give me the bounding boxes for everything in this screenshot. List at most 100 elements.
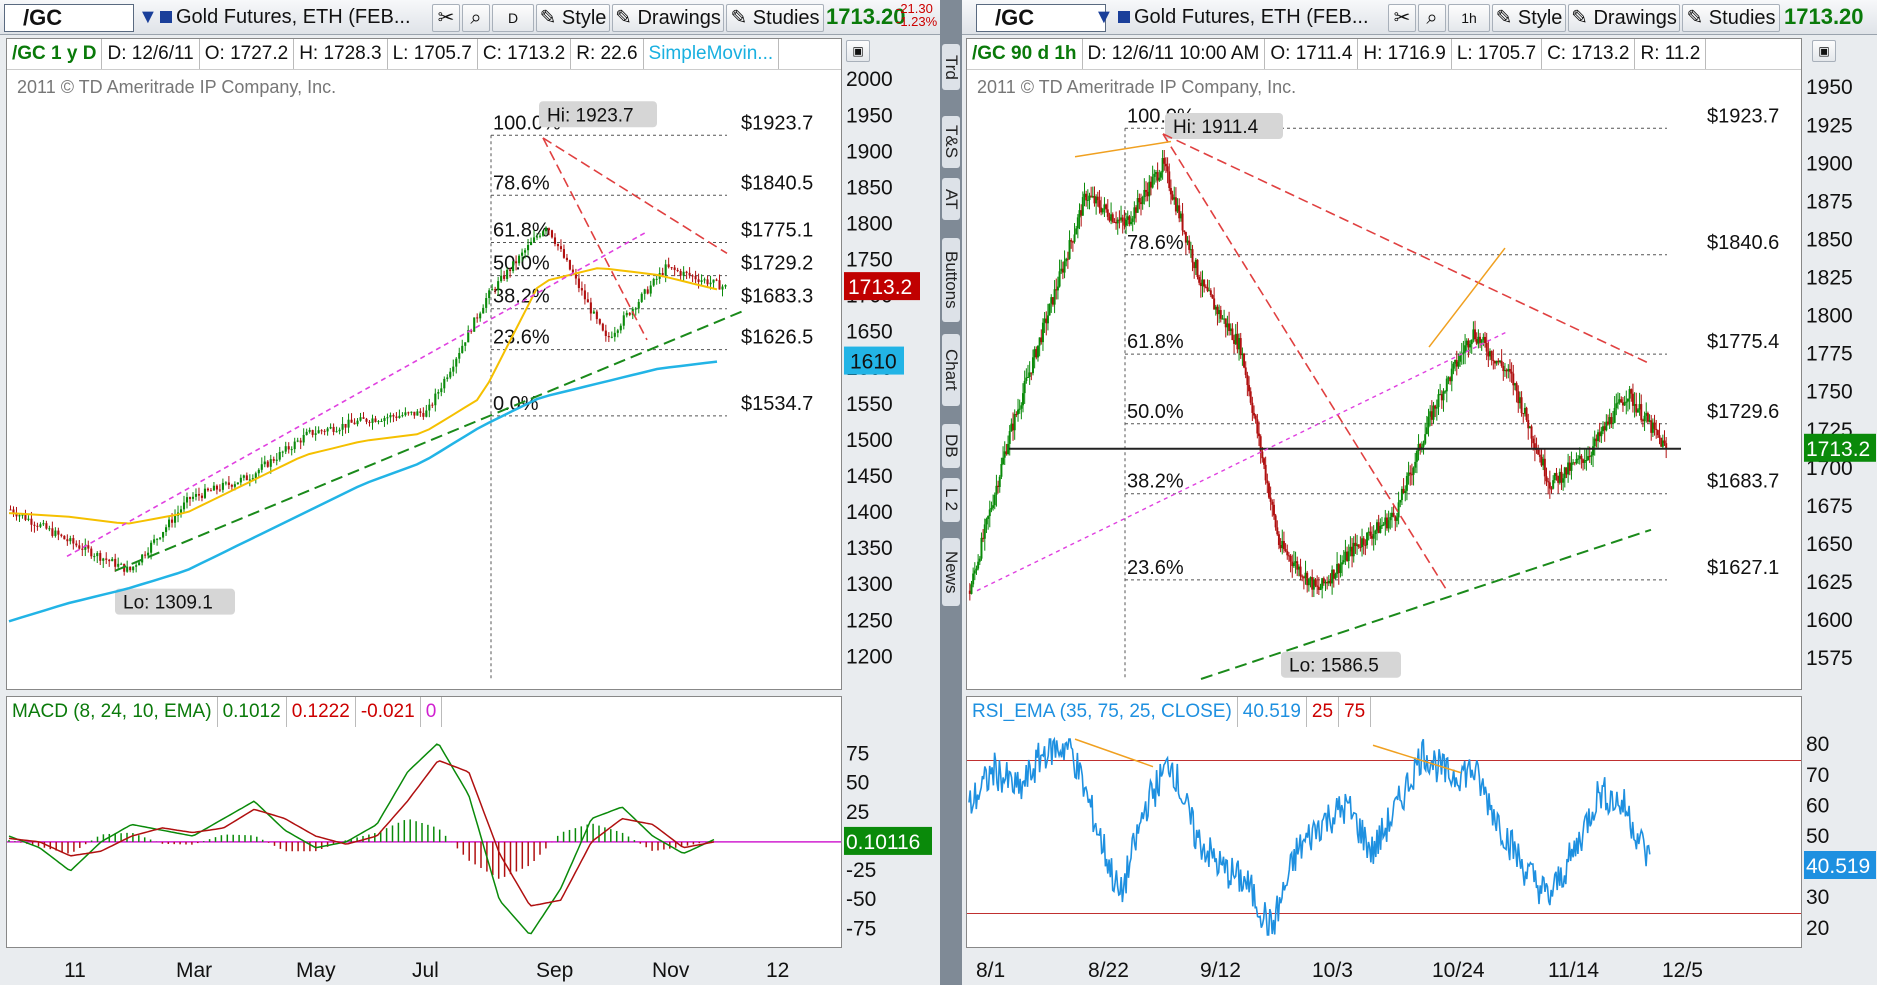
candle-body bbox=[1246, 374, 1249, 386]
candle-body bbox=[63, 535, 66, 540]
link-icon[interactable]: ✂ bbox=[432, 4, 460, 32]
fib-price-label: $1729.2 bbox=[741, 253, 813, 275]
y-tick-label: 1800 bbox=[1806, 305, 1853, 328]
candle-body bbox=[159, 537, 162, 539]
candle-body bbox=[1357, 544, 1360, 547]
tab-db[interactable]: DB bbox=[942, 424, 961, 468]
candle-body bbox=[1538, 454, 1541, 457]
link-icon[interactable]: ✂ bbox=[1388, 4, 1416, 32]
candle-body bbox=[1570, 462, 1573, 471]
channel-line bbox=[976, 331, 1508, 592]
candle-body bbox=[84, 545, 87, 550]
candle-body bbox=[509, 269, 512, 272]
macd-signal-line bbox=[8, 760, 715, 907]
candle-body bbox=[1081, 197, 1084, 216]
candle-body bbox=[209, 490, 212, 492]
candle-body bbox=[1548, 482, 1551, 489]
candle-body bbox=[1149, 181, 1152, 188]
pin-icon[interactable]: ⌕ bbox=[1418, 4, 1446, 32]
y-tick-label: 1925 bbox=[1806, 114, 1853, 137]
candle-body bbox=[993, 494, 996, 506]
drawings-button[interactable]: ✎ Drawings bbox=[612, 4, 724, 32]
candle-body bbox=[676, 269, 679, 272]
candle-body bbox=[1580, 455, 1583, 460]
candle-body bbox=[443, 378, 446, 389]
candle-body bbox=[1425, 427, 1428, 435]
candle-body bbox=[1041, 322, 1044, 343]
candle-body bbox=[655, 278, 658, 280]
tab-chart[interactable]: Chart bbox=[942, 334, 961, 406]
candle-body bbox=[194, 494, 198, 497]
x-tick-label: 11 bbox=[64, 959, 86, 982]
candle-body bbox=[60, 534, 63, 536]
candle-body bbox=[1588, 456, 1591, 458]
candle-body bbox=[144, 554, 147, 556]
style-button[interactable]: ✎ Style bbox=[1492, 4, 1566, 32]
studies-button[interactable]: ✎ Studies bbox=[1682, 4, 1780, 32]
candle-body bbox=[1651, 422, 1654, 433]
low-readout: L: 1705.7 bbox=[388, 39, 478, 69]
candle-body bbox=[1621, 402, 1624, 406]
tab-buttons[interactable]: Buttons bbox=[942, 238, 961, 322]
candle-body bbox=[138, 562, 141, 566]
candle-body bbox=[114, 558, 117, 567]
candle-body bbox=[1452, 363, 1455, 369]
candle-body bbox=[1485, 342, 1488, 352]
candle-body bbox=[1482, 336, 1485, 340]
studies-button[interactable]: ✎ Studies bbox=[726, 4, 824, 32]
candle-body bbox=[69, 538, 72, 542]
candle-body bbox=[1063, 261, 1066, 273]
price-chart[interactable]: /GC 1 y D D: 12/6/11 O: 1727.2 H: 1728.3 L: … bbox=[6, 38, 842, 690]
candle-body bbox=[135, 565, 138, 567]
candle-body bbox=[320, 430, 323, 432]
candle-body bbox=[57, 530, 60, 535]
low-readout: L: 1705.7 bbox=[1452, 39, 1543, 69]
tab-at[interactable]: AT bbox=[942, 178, 961, 220]
candle-body bbox=[535, 236, 539, 238]
candle-body bbox=[1156, 172, 1159, 181]
period-button[interactable]: D bbox=[492, 4, 534, 32]
tab-time-and-sales[interactable]: T&S bbox=[942, 116, 961, 168]
candle-body bbox=[1405, 475, 1408, 491]
symbol-input[interactable]: /GC bbox=[976, 4, 1106, 32]
chart-settings-icon[interactable]: ▣ bbox=[846, 40, 870, 62]
drawings-button[interactable]: ✎ Drawings bbox=[1568, 4, 1680, 32]
tab-trd[interactable]: Trd bbox=[942, 44, 961, 90]
chart-settings-icon[interactable]: ▣ bbox=[1812, 40, 1836, 62]
channel-line bbox=[66, 231, 648, 558]
candle-body bbox=[583, 290, 586, 300]
candle-body bbox=[1585, 460, 1588, 462]
chevron-down-icon[interactable]: ▼ bbox=[138, 6, 158, 28]
candle-body bbox=[1395, 517, 1398, 521]
pin-icon[interactable]: ⌕ bbox=[462, 4, 490, 32]
y-tick-label: 1675 bbox=[1806, 495, 1853, 518]
candle-body bbox=[637, 301, 640, 309]
macd-chart[interactable]: MACD (8, 24, 10, EMA) 0.1012 0.1222 -0.021 0 bbox=[6, 696, 842, 948]
price-chart[interactable]: /GC 90 d 1h D: 12/6/11 10:00 AM O: 1711.4 H… bbox=[966, 38, 1802, 690]
price-tag-label: 1713.2 bbox=[848, 276, 912, 299]
style-button[interactable]: ✎ Style bbox=[536, 4, 610, 32]
candle-body bbox=[1618, 399, 1621, 403]
candle-body bbox=[287, 446, 290, 450]
candle-body bbox=[341, 423, 344, 430]
chevron-down-icon[interactable]: ▼ bbox=[1094, 6, 1114, 28]
candle-body bbox=[347, 419, 350, 428]
candle-body bbox=[1249, 391, 1252, 403]
x-tick-label: 12 bbox=[766, 959, 789, 982]
rsi-chart[interactable]: RSI_EMA (35, 75, 25, CLOSE) 40.519 25 75 bbox=[966, 696, 1802, 948]
candle-body bbox=[377, 421, 380, 423]
candle-body bbox=[1356, 544, 1359, 547]
tab-news[interactable]: News bbox=[942, 538, 961, 606]
candle-body bbox=[1447, 377, 1450, 379]
candle-body bbox=[1266, 480, 1269, 484]
candle-body bbox=[1093, 196, 1096, 204]
symbol-input[interactable]: /GC bbox=[4, 4, 134, 32]
instrument-title: Gold Futures, ETH (FEB... bbox=[1118, 4, 1390, 30]
candle-body bbox=[640, 293, 643, 302]
tab-level2[interactable]: L 2 bbox=[942, 478, 961, 522]
candle-body bbox=[1297, 566, 1300, 570]
period-button[interactable]: 1h bbox=[1448, 4, 1490, 32]
candle-body bbox=[1547, 481, 1550, 483]
range-readout: R: 22.6 bbox=[571, 39, 644, 69]
candle-body bbox=[1068, 240, 1071, 259]
